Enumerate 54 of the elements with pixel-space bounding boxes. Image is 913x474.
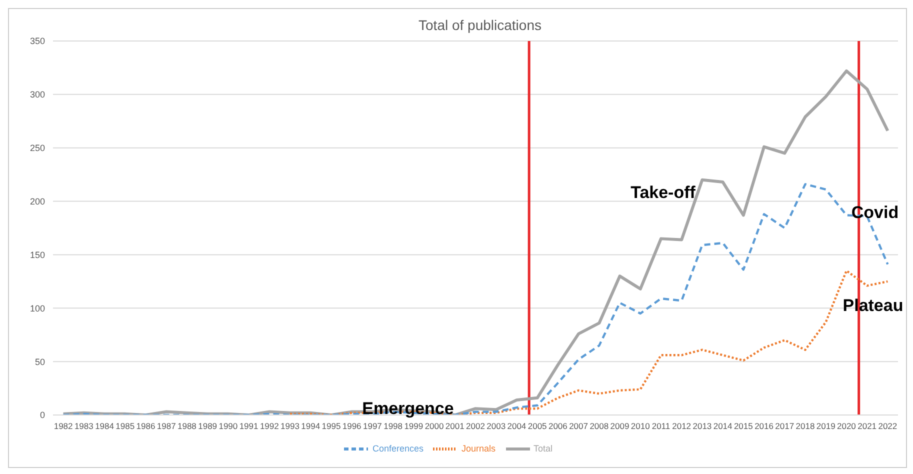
chart-title: Total of publications	[418, 17, 542, 33]
x-tick-label: 2009	[610, 421, 630, 432]
x-tick-label: 1997	[362, 421, 382, 432]
x-tick-label: 2017	[775, 421, 794, 432]
x-tick-label: 2004	[507, 421, 526, 432]
annotation: Take-off	[630, 183, 696, 203]
x-tick-label: 2018	[796, 421, 815, 432]
x-tick-label: 1990	[218, 421, 238, 432]
x-tick-label: 2006	[548, 421, 568, 432]
x-tick-label: 2010	[630, 421, 650, 432]
x-tick-label: 1999	[404, 421, 424, 432]
x-tick-label: 1982	[54, 421, 74, 432]
legend-label: Total	[534, 443, 553, 454]
y-tick-label: 250	[30, 143, 45, 154]
x-tick-label: 2011	[652, 421, 670, 432]
x-tick-label: 2016	[754, 421, 774, 432]
x-tick-label: 1992	[260, 421, 280, 432]
x-tick-label: 1995	[322, 421, 341, 432]
x-tick-label: 2007	[569, 421, 588, 432]
x-tick-label: 1991	[239, 421, 259, 432]
x-tick-label: 1998	[384, 421, 403, 432]
x-tick-label: 1993	[280, 421, 300, 432]
y-tick-label: 300	[30, 90, 45, 100]
x-tick-label: 2013	[692, 421, 712, 432]
legend-label: Journals	[461, 443, 496, 454]
y-tick-label: 50	[34, 356, 45, 367]
y-tick-label: 350	[30, 36, 45, 46]
x-tick-label: 1989	[198, 421, 218, 432]
x-tick-label: 1984	[95, 421, 114, 432]
legend-label: Conferences	[372, 443, 424, 454]
y-tick-label: 150	[30, 250, 45, 260]
y-tick-label: 100	[30, 303, 45, 314]
x-tick-label: 2022	[878, 421, 898, 432]
x-tick-label: 1994	[301, 421, 320, 432]
x-tick-label: 1996	[342, 421, 362, 432]
x-tick-label: 2014	[713, 421, 733, 432]
x-tick-label: 1987	[156, 421, 176, 432]
x-tick-label: 2001	[445, 421, 465, 432]
x-tick-label: 2012	[672, 421, 692, 432]
x-tick-label: 2020	[837, 421, 856, 432]
x-tick-label: 1986	[136, 421, 156, 432]
x-tick-label: 2005	[528, 421, 548, 432]
x-tick-label: 2000	[424, 421, 444, 432]
x-tick-label: 1985	[116, 421, 135, 432]
y-tick-label: 200	[30, 196, 45, 206]
x-tick-label: 2003	[486, 421, 506, 432]
x-tick-label: 2021	[858, 421, 877, 432]
x-tick-label: 2002	[466, 421, 486, 432]
x-tick-label: 1988	[178, 421, 197, 432]
x-tick-label: 2015	[734, 421, 754, 432]
x-tick-label: 1983	[74, 421, 94, 432]
x-tick-label: 2008	[590, 421, 609, 432]
x-tick-label: 2019	[816, 421, 836, 432]
y-tick-label: 0	[40, 410, 45, 420]
